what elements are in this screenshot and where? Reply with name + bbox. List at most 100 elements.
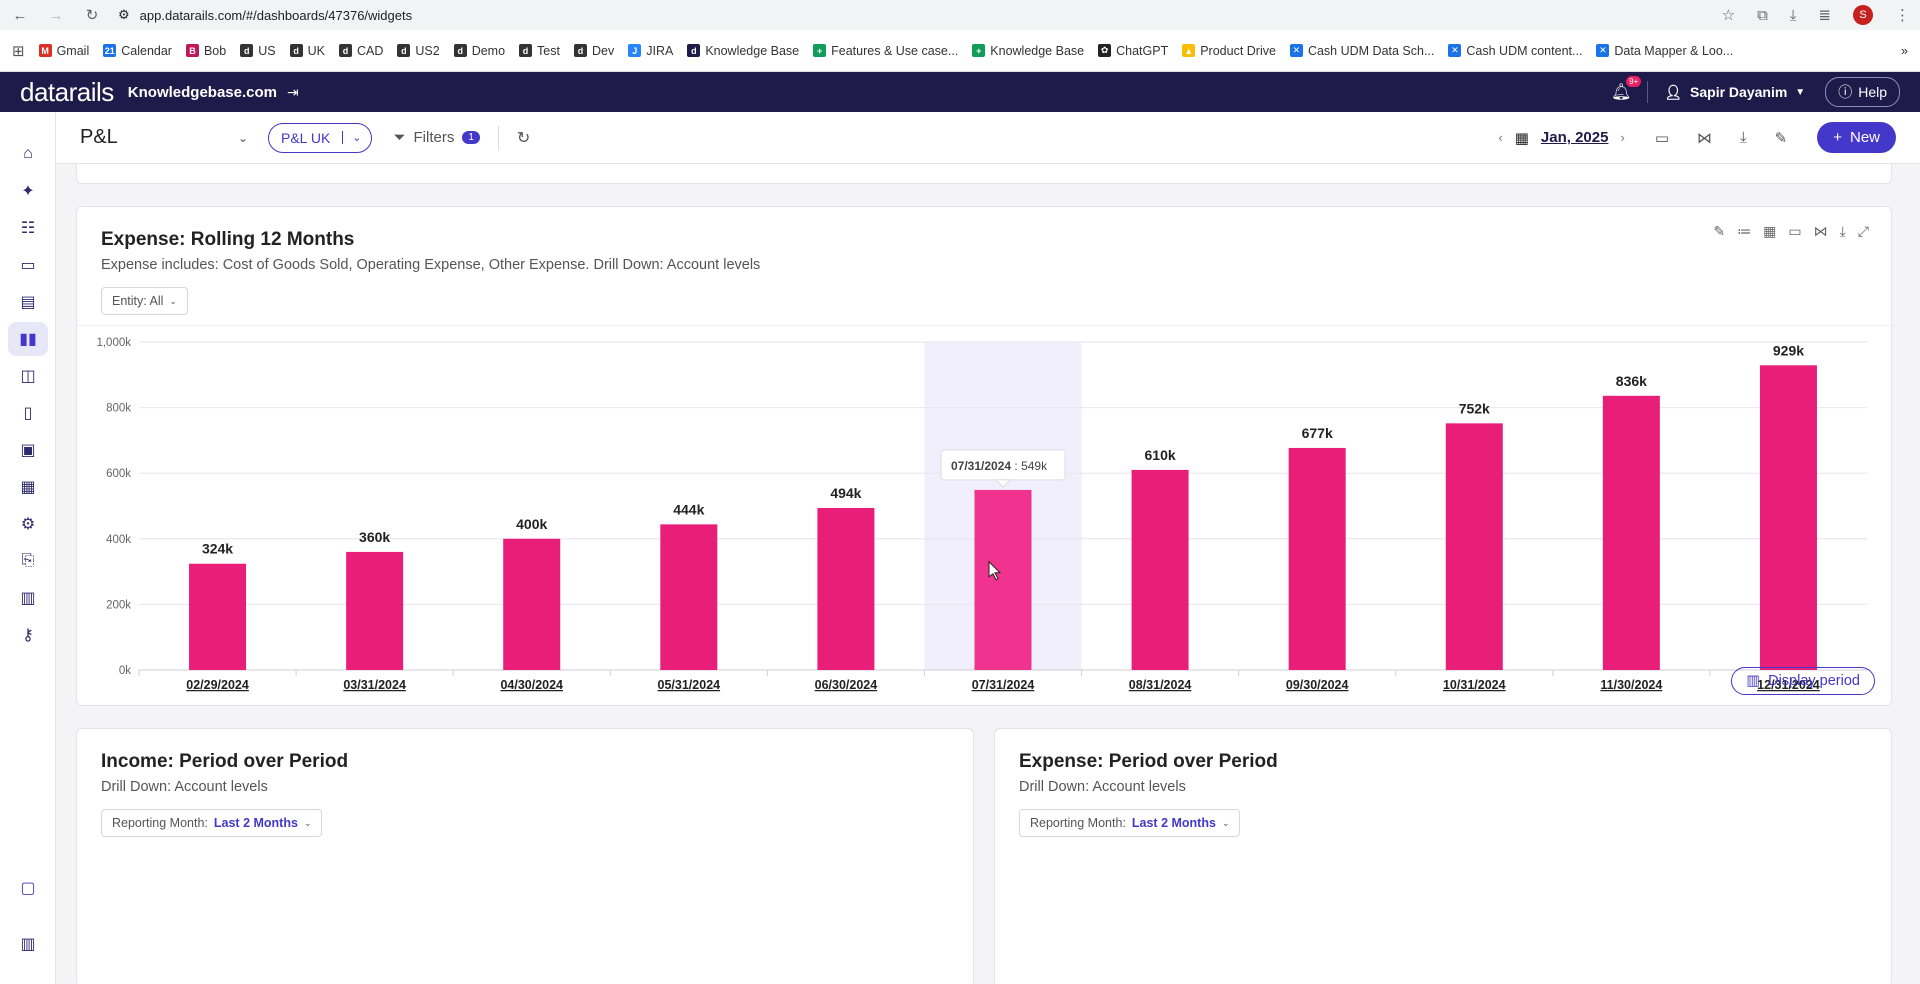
refresh-icon[interactable]: ↻ bbox=[516, 129, 531, 147]
share-icon[interactable]: ⋈ bbox=[1697, 129, 1712, 147]
x-tick-label[interactable]: 02/29/2024 bbox=[186, 678, 249, 692]
income-reporting-month-selector[interactable]: Reporting Month: Last 2 Months ⌄ bbox=[101, 809, 323, 837]
x-tick-label[interactable]: 12/31/2024 bbox=[1757, 678, 1820, 692]
bookmark-item[interactable]: d Test bbox=[519, 44, 560, 58]
bookmark-item[interactable]: B Bob bbox=[185, 44, 226, 58]
reading-list-icon[interactable]: ≣ bbox=[1818, 7, 1831, 24]
apps-grid-icon[interactable]: ⊞ bbox=[12, 42, 25, 60]
back-icon[interactable]: ← bbox=[12, 6, 28, 24]
table-icon[interactable]: ▦ bbox=[20, 479, 36, 496]
extensions-icon[interactable]: ⧉ bbox=[1757, 6, 1768, 24]
key-icon[interactable]: ⚷ bbox=[22, 627, 34, 644]
profile-avatar[interactable]: S bbox=[1853, 5, 1873, 25]
presentation-icon[interactable]: ◫ bbox=[20, 368, 36, 385]
x-tick-label[interactable]: 10/31/2024 bbox=[1443, 678, 1506, 692]
x-tick-label[interactable]: 08/31/2024 bbox=[1129, 678, 1192, 692]
site-settings-icon[interactable]: ⚙ bbox=[118, 7, 130, 22]
switch-domain-icon[interactable]: ⇥ bbox=[286, 83, 299, 100]
next-period-icon[interactable]: › bbox=[1620, 130, 1625, 145]
download-icon[interactable]: ⤓ bbox=[1789, 6, 1797, 24]
browser-menu-icon[interactable]: ⋮ bbox=[1895, 7, 1910, 24]
documents-icon[interactable]: ▯ bbox=[23, 405, 33, 422]
x-tick-label[interactable]: 04/30/2024 bbox=[500, 678, 563, 692]
expense-reporting-month-selector[interactable]: Reporting Month: Last 2 Months ⌄ bbox=[1019, 809, 1241, 837]
table-view-icon[interactable]: ▦ bbox=[1763, 223, 1777, 239]
chevron-down-icon[interactable]: ⌄ bbox=[342, 131, 370, 144]
bar[interactable] bbox=[1131, 469, 1189, 670]
edit-widget-icon[interactable]: ✎ bbox=[1713, 223, 1726, 239]
sort-list-icon[interactable]: ≔ bbox=[1737, 223, 1752, 239]
bookmark-item[interactable]: d US bbox=[240, 44, 276, 58]
x-tick-label[interactable]: 07/31/2024 bbox=[972, 678, 1035, 692]
x-tick-label[interactable]: 11/30/2024 bbox=[1600, 678, 1662, 692]
filters-button[interactable]: ⏷ Filters 1 bbox=[394, 129, 480, 146]
bookmark-item[interactable]: ✕ Cash UDM content... bbox=[1448, 44, 1582, 58]
grid-table-icon[interactable]: ▥ bbox=[20, 590, 36, 607]
x-tick-label[interactable]: 03/31/2024 bbox=[343, 678, 406, 692]
more-bookmarks-icon[interactable]: » bbox=[1901, 43, 1908, 58]
bookmark-item[interactable]: d Dev bbox=[573, 44, 614, 58]
period-value[interactable]: Jan, 2025 bbox=[1540, 129, 1609, 146]
calendar-icon[interactable]: ▦ bbox=[1514, 129, 1529, 147]
bookmark-item[interactable]: M Gmail bbox=[38, 44, 89, 58]
download-icon[interactable]: ⤓ bbox=[1839, 223, 1846, 239]
share-icon[interactable]: ⋈ bbox=[1813, 223, 1828, 239]
settings-gear-icon[interactable]: ⚙ bbox=[20, 516, 36, 533]
display-period-button[interactable]: ▥ Display period bbox=[1731, 667, 1875, 695]
bar[interactable] bbox=[660, 524, 718, 670]
address-bar[interactable]: ⚙ app.datarails.com/#/dashboards/47376/w… bbox=[118, 7, 1706, 23]
entity-filter[interactable]: Entity: All ⌄ bbox=[101, 287, 188, 315]
user-menu[interactable]: 👤︎ Sapir Dayanim ▼ bbox=[1664, 84, 1805, 101]
x-tick-label[interactable]: 09/30/2024 bbox=[1286, 678, 1349, 692]
bar[interactable] bbox=[503, 538, 561, 670]
bookmark-star-icon[interactable]: ☆ bbox=[1721, 7, 1736, 24]
home-icon[interactable]: ⌂ bbox=[23, 145, 33, 162]
scenario-selector[interactable]: P&L UK ⌄ bbox=[268, 122, 372, 153]
bookmark-item[interactable]: J JIRA bbox=[628, 44, 673, 58]
reports-settings-icon[interactable]: ▤ bbox=[20, 294, 36, 311]
dashboards-icon[interactable]: ▮▮ bbox=[8, 322, 48, 356]
bookmark-item[interactable]: 21 Calendar bbox=[103, 44, 172, 58]
bookmark-item[interactable]: d US2 bbox=[397, 44, 440, 58]
file-settings-icon[interactable]: ▣ bbox=[20, 442, 36, 459]
forward-icon[interactable]: → bbox=[48, 6, 64, 24]
download-icon[interactable]: ⤓ bbox=[1740, 128, 1747, 146]
bookmark-item[interactable]: + Knowledge Base bbox=[972, 44, 1084, 58]
x-tick-label[interactable]: 06/30/2024 bbox=[815, 678, 878, 692]
bookmark-item[interactable]: ✿ ChatGPT bbox=[1098, 44, 1168, 58]
bar[interactable] bbox=[1759, 365, 1817, 670]
book-icon[interactable]: ▥ bbox=[20, 936, 36, 953]
bookmark-item[interactable]: d UK bbox=[289, 44, 325, 58]
bar[interactable] bbox=[817, 507, 875, 670]
bookmark-item[interactable]: d Demo bbox=[453, 44, 505, 58]
ai-sparkle-icon[interactable]: ✦ bbox=[21, 183, 35, 200]
edit-pencil-icon[interactable]: ✎ bbox=[1774, 129, 1788, 147]
file-export-icon[interactable]: ⎘ bbox=[21, 552, 35, 569]
bar[interactable] bbox=[974, 489, 1032, 670]
bookmark-item[interactable]: + Features & Use case... bbox=[813, 44, 958, 58]
hierarchy-icon[interactable]: ☷ bbox=[20, 220, 36, 237]
bar[interactable] bbox=[1602, 395, 1660, 670]
chat-icon[interactable]: ▢ bbox=[20, 880, 36, 897]
bar[interactable] bbox=[189, 563, 247, 670]
bar[interactable] bbox=[1445, 423, 1503, 670]
folder-icon[interactable]: ▭ bbox=[20, 257, 36, 274]
bookmark-item[interactable]: ▲ Product Drive bbox=[1182, 44, 1276, 58]
datarails-logo[interactable]: datarails bbox=[20, 76, 114, 107]
notifications-bell-icon[interactable]: 🔔︎ 9+ bbox=[1611, 76, 1642, 102]
presentation-icon[interactable]: ▭ bbox=[1788, 223, 1802, 239]
reload-icon[interactable]: ↻ bbox=[85, 7, 99, 24]
bar[interactable] bbox=[346, 551, 404, 670]
bar[interactable] bbox=[1288, 447, 1346, 670]
bookmark-item[interactable]: ✕ Data Mapper & Loo... bbox=[1596, 44, 1733, 58]
presentation-mode-icon[interactable]: ▭ bbox=[1654, 129, 1669, 147]
new-button[interactable]: + New bbox=[1817, 122, 1896, 153]
expand-icon[interactable]: ⤢ bbox=[1857, 223, 1869, 239]
bookmark-item[interactable]: ✕ Cash UDM Data Sch... bbox=[1289, 44, 1434, 58]
help-button[interactable]: ⓘ Help bbox=[1825, 77, 1900, 107]
previous-period-icon[interactable]: ‹ bbox=[1498, 130, 1503, 145]
dashboard-selector[interactable]: P&L ⌄ bbox=[80, 126, 248, 149]
bookmark-item[interactable]: d CAD bbox=[338, 44, 383, 58]
bookmark-item[interactable]: d Knowledge Base bbox=[687, 44, 799, 58]
x-tick-label[interactable]: 05/31/2024 bbox=[658, 678, 721, 692]
